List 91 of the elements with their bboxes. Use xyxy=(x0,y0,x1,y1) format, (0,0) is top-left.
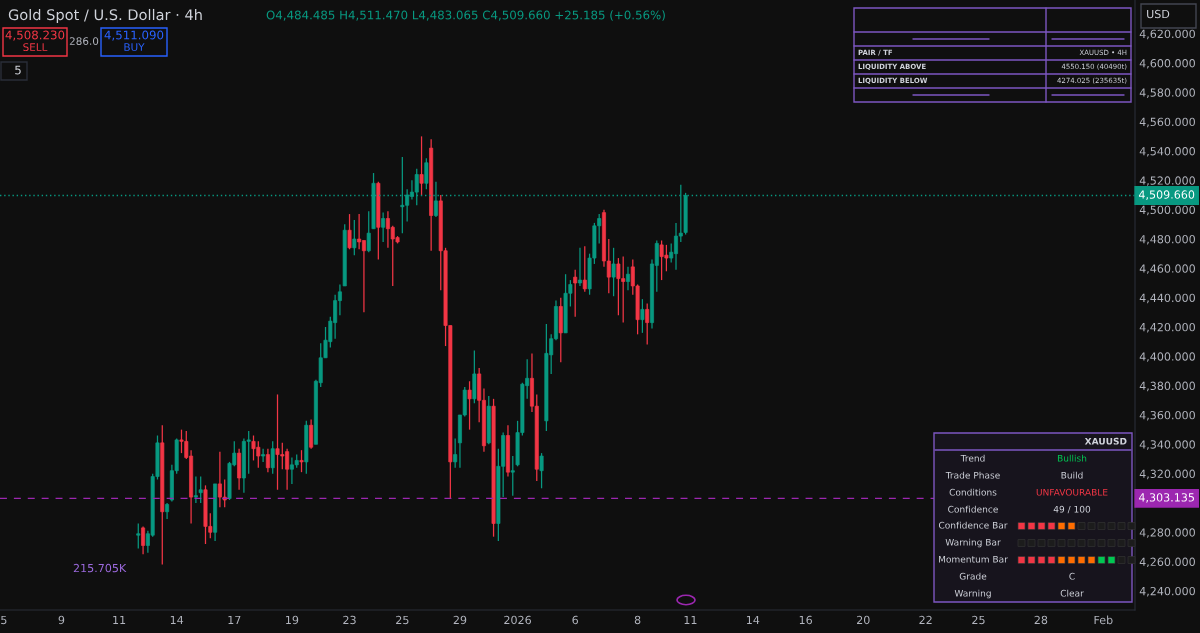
annotation: XAUUSD xyxy=(1084,437,1127,445)
y-tick-label: 4,560.000 xyxy=(1139,117,1195,128)
y-tick-label: 4,620.000 xyxy=(1139,29,1195,40)
candlestick xyxy=(270,440,275,475)
x-tick-label: 25 xyxy=(972,615,985,625)
y-tick-label: 4,420.000 xyxy=(1139,322,1195,333)
candlestick xyxy=(472,349,477,404)
candlestick xyxy=(467,380,472,431)
x-tick-label: 5 xyxy=(1,615,7,625)
candlestick xyxy=(544,323,549,432)
x-tick-label: 2026 xyxy=(504,615,532,625)
candlestick xyxy=(419,135,424,196)
annotation: 4,508.230 xyxy=(5,30,65,41)
candlestick xyxy=(486,395,491,445)
annotation: Confidence Bar xyxy=(938,521,1008,529)
annotation: Trade Phase xyxy=(945,471,1000,479)
y-tick-label: 4,600.000 xyxy=(1139,59,1195,69)
x-tick-label: 8 xyxy=(634,615,641,625)
y-tick-label: 4,580.000 xyxy=(1139,88,1195,98)
candlestick xyxy=(573,269,578,318)
annotation: Warning Bar xyxy=(945,538,1001,548)
x-tick-label: 11 xyxy=(684,615,697,624)
x-tick-label: Feb xyxy=(1094,615,1113,625)
annotation: Momentum Bar xyxy=(939,555,1008,563)
y-tick-label: 4,280.000 xyxy=(1139,528,1195,538)
annotation: Conditions xyxy=(949,488,997,496)
candlestick xyxy=(299,449,304,473)
x-tick-label: 16 xyxy=(799,615,813,625)
annotation: Clear xyxy=(1060,589,1084,597)
y-tick-label: 4,360.000 xyxy=(1139,410,1195,421)
y-tick-label: 4,440.000 xyxy=(1139,293,1195,304)
annotation: 286.0 xyxy=(69,37,99,46)
annotation: Build xyxy=(1061,471,1083,479)
x-tick-label: 11 xyxy=(113,615,126,624)
y-tick-label: 4,340.000 xyxy=(1139,440,1195,450)
candlestick xyxy=(616,257,621,316)
text: Gold Spot / U.S. Dollar · 4h xyxy=(8,8,202,24)
ref-line-label: 4,509.660 xyxy=(1138,190,1195,200)
y-tick-label: 4,320.000 xyxy=(1139,469,1195,480)
candlestick xyxy=(539,452,544,489)
annotation: 5 xyxy=(15,65,21,75)
candlestick xyxy=(510,455,515,497)
y-tick-label: 4,520.000 xyxy=(1139,176,1195,186)
candlestick xyxy=(558,297,563,363)
x-tick-label: 14 xyxy=(746,615,760,624)
x-tick-label: 23 xyxy=(343,615,356,625)
annotation: O4,484.485 H4,511.470 L4,483.065 C4,509.660 +25.185 (+0.56%) xyxy=(266,10,665,21)
annotation: Warning xyxy=(954,589,991,599)
x-tick-label: 29 xyxy=(453,615,467,625)
candlestick xyxy=(347,213,352,250)
candlestick xyxy=(160,424,165,566)
candlestick xyxy=(366,210,371,253)
candlestick xyxy=(611,247,616,297)
y-tick-label: 4,480.000 xyxy=(1139,234,1195,245)
text: USD xyxy=(1147,9,1170,19)
candlestick xyxy=(198,475,203,504)
y-tick-label: 4,500.000 xyxy=(1139,205,1195,216)
annotation: BUY xyxy=(124,43,145,52)
y-tick-label: 4,540.000 xyxy=(1139,147,1195,157)
annotation: Confidence xyxy=(948,505,998,513)
candlestick xyxy=(491,398,496,538)
annotation: 4,511.090 xyxy=(104,30,164,41)
annotation: SELL xyxy=(23,43,48,52)
x-tick-label: 19 xyxy=(286,615,299,625)
annotation: 215.705K xyxy=(73,563,127,573)
x-tick-label: 14 xyxy=(170,615,184,624)
annotation: C xyxy=(1069,572,1075,580)
candlestick xyxy=(640,298,645,334)
x-tick-label: 17 xyxy=(228,615,241,624)
annotation: Bullish xyxy=(1057,454,1087,462)
candlestick xyxy=(352,219,357,256)
y-tick-label: 4,240.000 xyxy=(1139,586,1195,597)
x-tick-label: 9 xyxy=(58,615,65,625)
annotation: 49 / 100 xyxy=(1053,505,1091,514)
y-tick-label: 4,460.000 xyxy=(1139,264,1195,274)
x-tick-label: 20 xyxy=(857,615,870,625)
annotation: Trend xyxy=(960,454,985,462)
annotation: Grade xyxy=(959,572,987,580)
y-tick-label: 4,260.000 xyxy=(1139,557,1195,568)
candlestick xyxy=(304,420,309,475)
candlestick xyxy=(424,157,429,190)
annotation: UNFAVOURABLE xyxy=(1036,488,1108,496)
candlestick xyxy=(376,181,381,261)
x-tick-label: 28 xyxy=(1034,615,1048,625)
ref-line-label: 4,303.135 xyxy=(1138,493,1194,503)
y-tick-label: 4,380.000 xyxy=(1139,381,1195,392)
x-tick-label: 22 xyxy=(919,615,932,624)
y-tick-label: 4,400.000 xyxy=(1139,352,1195,362)
x-tick-label: 6 xyxy=(572,615,579,625)
x-tick-label: 25 xyxy=(396,615,409,625)
candlestick xyxy=(136,522,141,550)
